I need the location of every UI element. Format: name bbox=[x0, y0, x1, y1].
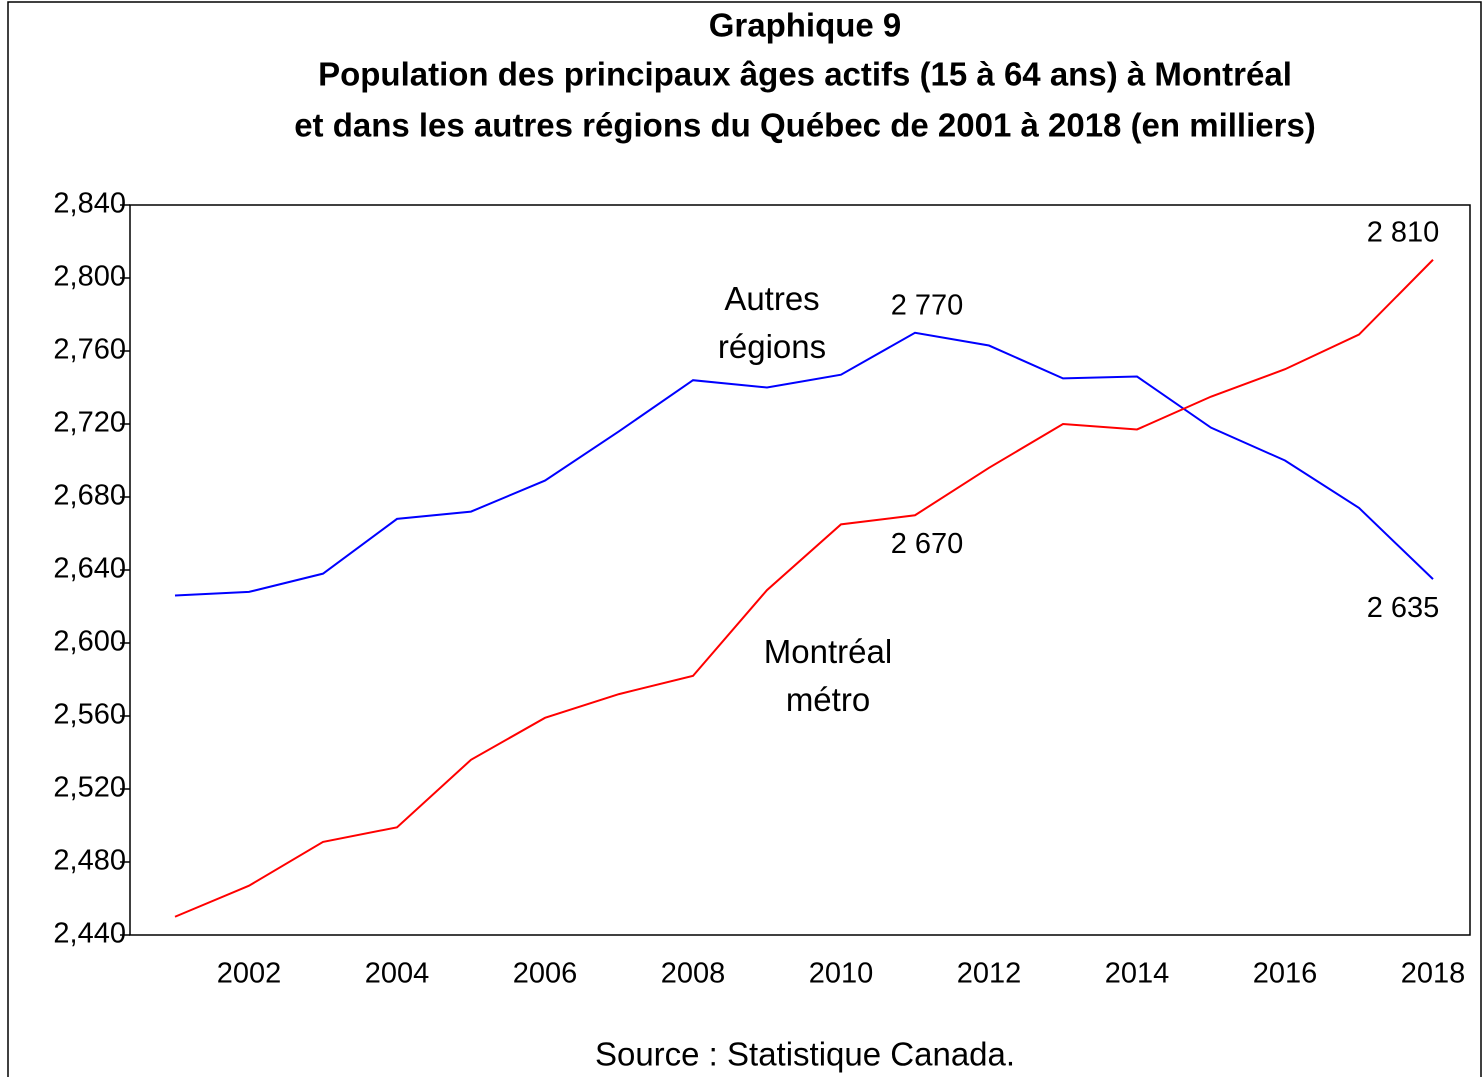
x-tick-label: 2010 bbox=[809, 958, 874, 990]
x-tick-label: 2018 bbox=[1401, 958, 1466, 990]
y-tick-label: 2,480 bbox=[53, 845, 126, 877]
chart-subtitle: et dans les autres régions du Québec de … bbox=[294, 107, 1316, 144]
series-label: Montréal métro bbox=[763, 633, 893, 718]
y-tick-label: 2,560 bbox=[53, 699, 126, 731]
x-tick-label: 2006 bbox=[513, 958, 578, 990]
x-tick-label: 2004 bbox=[365, 958, 430, 990]
x-tick-label: 2008 bbox=[661, 958, 726, 990]
y-tick-label: 2,680 bbox=[53, 480, 126, 512]
x-tick-label: 2012 bbox=[957, 958, 1022, 990]
y-tick-label: 2,760 bbox=[53, 334, 126, 366]
y-tick-label: 2,520 bbox=[53, 772, 126, 804]
y-tick-label: 2,640 bbox=[53, 553, 126, 585]
y-tick-label: 2,600 bbox=[53, 626, 126, 658]
source-note: Source : Statistique Canada. bbox=[595, 1036, 1015, 1073]
y-tick-label: 2,800 bbox=[53, 261, 126, 293]
series-label: Autres régions bbox=[717, 280, 827, 365]
data-label: 2 635 bbox=[1367, 592, 1440, 624]
y-tick-label: 2,720 bbox=[53, 407, 126, 439]
data-label: 2 670 bbox=[891, 528, 964, 560]
y-tick-label: 2,440 bbox=[53, 918, 126, 950]
x-tick-label: 2016 bbox=[1253, 958, 1318, 990]
chart-subtitle: Population des principaux âges actifs (1… bbox=[318, 56, 1292, 93]
x-tick-label: 2014 bbox=[1105, 958, 1170, 990]
data-label: 2 770 bbox=[891, 289, 964, 321]
series-line bbox=[174, 259, 1434, 918]
chart-title: Graphique 9 bbox=[709, 7, 902, 44]
outer-frame bbox=[7, 1, 1482, 1077]
series-line bbox=[174, 331, 1434, 597]
data-label: 2 810 bbox=[1367, 216, 1440, 248]
y-tick-label: 2,840 bbox=[53, 188, 126, 220]
x-tick-label: 2002 bbox=[217, 958, 282, 990]
